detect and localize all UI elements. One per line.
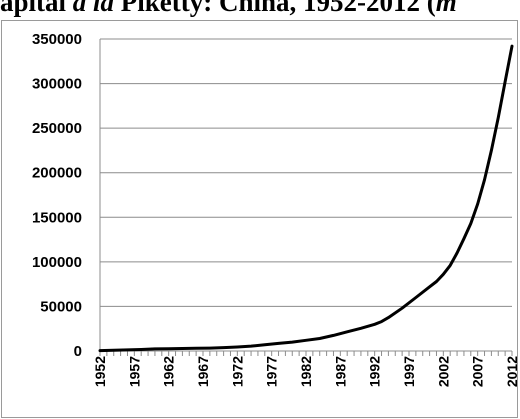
x-tick-label: 1962	[161, 356, 177, 387]
x-tick-label: 1987	[332, 356, 348, 387]
series-line	[98, 44, 514, 353]
x-tick-label: 1967	[195, 356, 211, 387]
x-tick-label: 2007	[470, 356, 486, 387]
y-tick-label: 50000	[40, 298, 82, 315]
chart-title-part: apital	[0, 0, 73, 17]
x-tick-label: 1982	[298, 356, 314, 387]
x-tick-label: 1992	[367, 356, 383, 387]
chart-title-part: à la	[72, 0, 115, 17]
x-tick-label: 1957	[126, 356, 142, 387]
chart-title-part: m	[435, 0, 457, 17]
y-tick-label: 100000	[32, 254, 82, 271]
y-tick-label: 0	[74, 343, 82, 360]
x-tick-label: 1977	[264, 356, 280, 387]
y-tick-label: 200000	[32, 165, 82, 182]
chart-title: apital à la Piketty: China, 1952-2012 (m	[0, 0, 520, 18]
y-tick-label: 150000	[32, 209, 82, 226]
y-tick-label: 250000	[32, 120, 82, 137]
chart-title-part: Piketty: China, 1952-2012 (	[114, 0, 436, 17]
x-tick-label: 2012	[504, 356, 520, 387]
x-tick-label: 1997	[401, 356, 417, 387]
y-tick-label: 350000	[32, 31, 82, 48]
y-tick-label: 300000	[32, 76, 82, 93]
x-tick-label: 1972	[229, 356, 245, 387]
x-tick-label: 1952	[92, 356, 108, 387]
x-tick-label: 2002	[435, 356, 451, 387]
